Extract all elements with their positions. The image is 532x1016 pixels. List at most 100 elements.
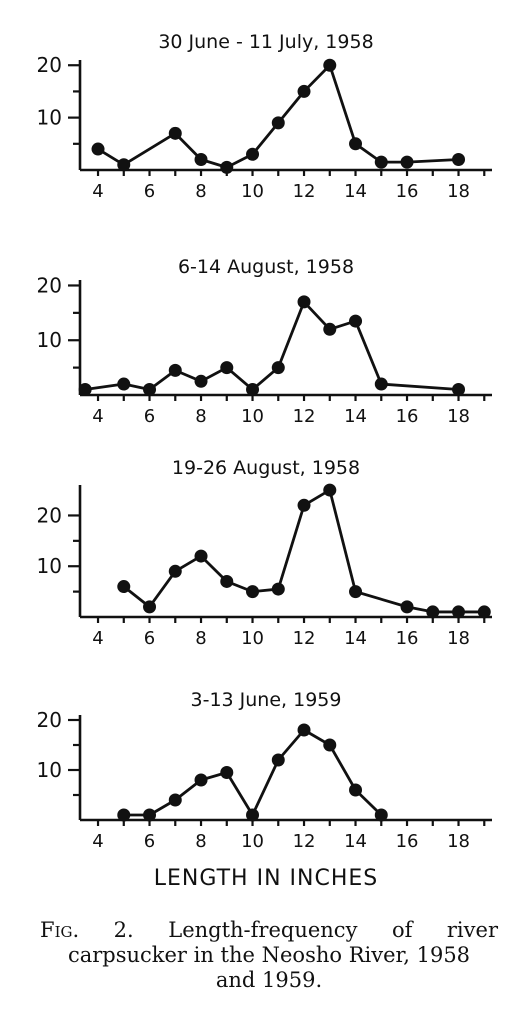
data-point <box>452 153 466 167</box>
x-tick-label: 14 <box>344 628 367 649</box>
x-tick-label: 10 <box>241 628 264 649</box>
data-point <box>349 137 363 151</box>
figure-caption: Fig. 2. Length-frequency of river carpsu… <box>40 918 498 993</box>
data-point <box>246 147 260 161</box>
data-point <box>220 160 234 174</box>
x-tick-label: 8 <box>195 181 206 202</box>
caption-line-1-text: Length-frequency of river <box>168 918 498 942</box>
x-tick-label: 14 <box>344 406 367 427</box>
panel-4: 3-13 June, 1959 10 20 4 6 8 10 12 14 16 18 <box>37 689 492 852</box>
data-point <box>194 153 208 167</box>
x-tick-label: 12 <box>293 628 316 649</box>
caption-line-3: and 1959. <box>215 968 323 992</box>
x-tick-label: 6 <box>144 831 155 852</box>
y-tick-label: 20 <box>37 708 62 732</box>
data-point <box>194 374 208 388</box>
data-point <box>297 723 311 737</box>
data-point <box>452 383 466 397</box>
data-point <box>143 600 157 614</box>
x-tick-label: 4 <box>92 406 103 427</box>
x-tick-label: 16 <box>396 628 419 649</box>
data-point <box>168 793 182 807</box>
data-point <box>374 155 388 169</box>
x-tick-label: 16 <box>396 831 419 852</box>
caption-line-2: carpsucker in the Neosho River, 1958 <box>67 943 471 967</box>
data-point <box>323 738 337 752</box>
x-tick-label: 12 <box>293 181 316 202</box>
data-point <box>323 322 337 336</box>
x-tick-label: 8 <box>195 628 206 649</box>
data-point <box>349 585 363 599</box>
data-point <box>168 363 182 377</box>
x-tick-label: 4 <box>92 628 103 649</box>
x-tick-label: 8 <box>195 406 206 427</box>
x-tick-label: 12 <box>293 406 316 427</box>
data-point <box>271 753 285 767</box>
x-tick-label: 6 <box>144 628 155 649</box>
y-tick-label: 10 <box>37 554 62 578</box>
y-tick-label: 20 <box>37 273 62 297</box>
data-point <box>297 84 311 98</box>
y-tick-label: 20 <box>37 53 62 77</box>
panel-3: 19-26 August, 1958 10 20 4 6 8 10 12 14 16 18 <box>37 457 492 649</box>
x-tick-label: 16 <box>396 181 419 202</box>
x-tick-label: 18 <box>447 831 470 852</box>
data-point <box>477 605 491 619</box>
x-tick-label: 4 <box>92 831 103 852</box>
x-tick-label: 6 <box>144 406 155 427</box>
data-point <box>194 549 208 563</box>
x-tick-label: 10 <box>241 406 264 427</box>
x-tick-label: 12 <box>293 831 316 852</box>
data-point <box>271 361 285 375</box>
data-point <box>349 314 363 328</box>
data-point <box>143 383 157 397</box>
x-tick-label: 18 <box>447 406 470 427</box>
data-point <box>117 808 131 822</box>
data-point <box>91 142 105 156</box>
panel-3-title: 19-26 August, 1958 <box>172 457 360 479</box>
panel-1-title: 30 June - 11 July, 1958 <box>158 31 373 53</box>
data-point <box>323 58 337 72</box>
data-point <box>426 605 440 619</box>
data-point <box>246 808 260 822</box>
series-line <box>84 300 459 391</box>
x-tick-label: 10 <box>241 181 264 202</box>
data-point <box>143 808 157 822</box>
x-tick-label: 14 <box>344 831 367 852</box>
x-tick-label: 6 <box>144 181 155 202</box>
data-point <box>349 783 363 797</box>
data-point <box>220 361 234 375</box>
caption-fig-label: Fig. 2. <box>40 918 134 942</box>
data-point <box>78 383 92 397</box>
data-point <box>117 158 131 172</box>
x-tick-label: 10 <box>241 831 264 852</box>
y-tick-label: 10 <box>37 758 62 782</box>
y-tick-label: 10 <box>37 328 62 352</box>
data-point <box>220 766 234 779</box>
x-tick-label: 8 <box>195 831 206 852</box>
panel-4-title: 3-13 June, 1959 <box>191 689 342 711</box>
data-point <box>400 155 414 169</box>
x-tick-label: 18 <box>447 181 470 202</box>
x-tick-label: 18 <box>447 628 470 649</box>
panel-2: 6-14 August, 1958 10 20 4 6 8 10 12 14 16 18 <box>37 256 492 427</box>
x-axis-label: LENGTH IN INCHES <box>153 866 379 891</box>
data-point <box>117 580 131 594</box>
data-point <box>297 498 311 512</box>
x-tick-label: 14 <box>344 181 367 202</box>
data-point <box>374 377 388 391</box>
data-point <box>117 377 131 391</box>
figure-panels: 30 June - 11 July, 1958 10 20 4 6 8 10 12 14 16 18… <box>37 31 492 852</box>
data-point <box>246 383 260 397</box>
data-point <box>168 564 182 578</box>
y-tick-label: 10 <box>37 106 62 130</box>
data-point <box>374 808 388 822</box>
data-point <box>168 126 182 140</box>
x-tick-label: 16 <box>396 406 419 427</box>
panel-2-title: 6-14 August, 1958 <box>178 256 354 278</box>
panel-1: 30 June - 11 July, 1958 10 20 4 6 8 10 12 14 16 18 <box>37 31 492 202</box>
x-tick-label: 4 <box>92 181 103 202</box>
data-point <box>271 116 285 130</box>
caption-line-1: Fig. 2. Length-frequency of river <box>40 918 498 943</box>
data-point <box>246 585 260 599</box>
